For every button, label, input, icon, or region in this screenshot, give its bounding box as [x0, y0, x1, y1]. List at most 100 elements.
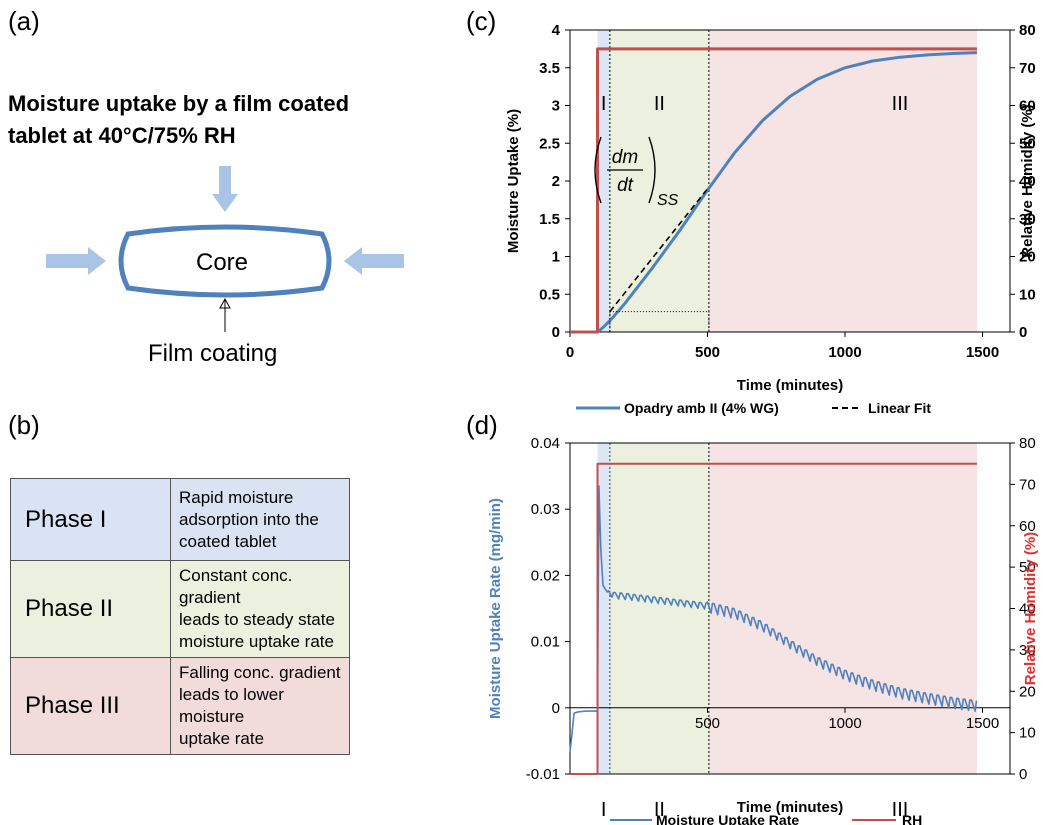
legend-label: Moisture Uptake Rate — [656, 812, 799, 825]
phase-row: Phase II Constant conc. gradient leads to … — [10, 560, 350, 658]
tablet-diagram — [46, 166, 404, 332]
y-tick-label: 0.02 — [531, 567, 560, 584]
x-tick-label: 1500 — [966, 715, 999, 732]
series-line — [570, 462, 977, 775]
arrow-left — [46, 247, 106, 275]
y2-tick-label: 0 — [1019, 324, 1027, 341]
y-tick-label: 2 — [552, 173, 560, 190]
phase-label: I — [601, 93, 607, 115]
phase-iii-region — [708, 30, 977, 332]
y2-tick-label: 50 — [1019, 559, 1036, 576]
panel-a-title: Moisture uptake by a film coated tablet … — [8, 88, 349, 152]
x-tick-label: 500 — [695, 344, 720, 361]
y2-tick-label: 40 — [1019, 601, 1036, 618]
y-tick-label: 1 — [552, 249, 560, 266]
panel-a-label: (a) — [8, 6, 40, 36]
y-tick-label: 2.5 — [539, 135, 560, 152]
core-label: Core — [196, 249, 249, 276]
legend-label: Opadry amb II (4% WG) — [624, 400, 779, 416]
x-axis-title: Time (minutes) — [737, 799, 843, 816]
phase-description: Constant conc. gradient leads to steady s… — [170, 560, 350, 658]
phase-i-region — [597, 30, 610, 332]
y2-tick-label: 70 — [1019, 60, 1036, 77]
y2-tick-label: 30 — [1019, 642, 1036, 659]
x-tick-label: 1500 — [966, 344, 999, 361]
phase-label: I — [601, 799, 607, 821]
y-tick-label: 4 — [552, 22, 561, 39]
y2-tick-label: 60 — [1019, 518, 1036, 535]
y-tick-label: -0.01 — [526, 766, 560, 783]
legend-label: RH — [902, 812, 922, 825]
phase-label: III — [892, 799, 909, 821]
equation-numerator: dm — [612, 147, 638, 168]
phase-description-line: Constant conc. gradient — [179, 566, 293, 607]
y2-tick-label: 60 — [1019, 98, 1036, 115]
phase-name: Phase III — [10, 657, 171, 755]
x-axis-title: Time (minutes) — [737, 377, 843, 394]
y2-tick-label: 30 — [1019, 211, 1036, 228]
phase-description-line: uptake rate — [179, 729, 265, 748]
phase-description-line: Rapid moisture — [179, 487, 294, 507]
equation-denominator: dt — [617, 175, 634, 196]
panel-d-label: (d) — [466, 410, 498, 440]
phase-label: III — [892, 93, 909, 115]
panel-a-title-line1: Moisture uptake by a film coated — [8, 91, 350, 116]
y-tick-label: 0 — [552, 324, 560, 341]
x-tick-label: 1000 — [828, 715, 861, 732]
series-line — [609, 186, 710, 313]
phase-label: II — [654, 93, 665, 115]
arrow-top — [212, 166, 238, 212]
equation-left-paren — [594, 136, 602, 204]
x-tick-label: 0 — [566, 344, 574, 361]
phase-ii-region — [609, 30, 709, 332]
x-tick-label: 500 — [695, 715, 720, 732]
y2-axis-title: Relative Humidity (%) — [1022, 532, 1039, 685]
steady-state-box — [609, 311, 710, 333]
phase-iii-region — [708, 443, 977, 774]
phase-row: Phase I Rapid moisture adsorption into the… — [10, 478, 350, 561]
phase-label: II — [654, 799, 665, 821]
y2-tick-label: 40 — [1019, 173, 1036, 190]
series-line — [570, 51, 978, 334]
y2-tick-label: 10 — [1019, 725, 1036, 742]
y-tick-label: 0.01 — [531, 634, 560, 651]
y2-tick-label: 10 — [1019, 286, 1036, 303]
moisture-uptake-rate-chart: -0.01 0 0.01 0.02 0.03 0.04 0 10 20 30 40 50 60 70 80 5… — [487, 435, 1039, 825]
y-tick-label: 1.5 — [539, 211, 560, 228]
x-tick-label: 1000 — [828, 344, 861, 361]
phase-description: Rapid moisture adsorption into the coated … — [170, 478, 350, 561]
y2-tick-label: 80 — [1019, 435, 1036, 452]
series-line — [569, 485, 978, 753]
legend-label: Linear Fit — [868, 400, 931, 416]
phase-name: Phase II — [10, 560, 171, 658]
y2-tick-label: 80 — [1019, 22, 1036, 39]
phase-ii-region — [609, 443, 709, 774]
y-axis-title: Moisture Uptake (%) — [505, 109, 522, 253]
y-tick-label: 3.5 — [539, 60, 560, 77]
equation-subscript: SS — [657, 192, 679, 209]
y-tick-label: 0.03 — [531, 501, 560, 518]
phase-description-line: leads to steady state — [179, 610, 335, 629]
y-tick-label: 0 — [552, 700, 560, 717]
phase-row: Phase III Falling conc. gradient leads to … — [10, 657, 350, 755]
phase-description-line: adsorption into the — [179, 509, 319, 529]
film-coating-label: Film coating — [148, 340, 278, 367]
phase-description-line: leads to lower moisture — [179, 685, 284, 726]
y-tick-label: 0.04 — [531, 435, 560, 452]
phase-description-line: moisture uptake rate — [179, 632, 334, 651]
y-tick-label: 3 — [552, 98, 560, 115]
phase-table: Phase I Rapid moisture adsorption into the… — [10, 478, 350, 755]
arrow-right — [344, 247, 404, 275]
y2-tick-label: 20 — [1019, 683, 1036, 700]
y-axis-title: Moisture Uptake Rate (mg/min) — [487, 498, 504, 719]
y2-tick-label: 70 — [1019, 476, 1036, 493]
panel-a-title-line2: tablet at 40°C/75% RH — [8, 123, 236, 148]
phase-description: Falling conc. gradient leads to lower moi… — [170, 657, 350, 755]
equation-right-paren — [648, 136, 656, 204]
y2-tick-label: 0 — [1019, 766, 1027, 783]
phase-description-line: coated tablet — [179, 531, 277, 551]
y2-tick-label: 50 — [1019, 135, 1036, 152]
phase-description-line: Falling conc. gradient — [179, 663, 341, 682]
panel-c-label: (c) — [466, 6, 497, 36]
